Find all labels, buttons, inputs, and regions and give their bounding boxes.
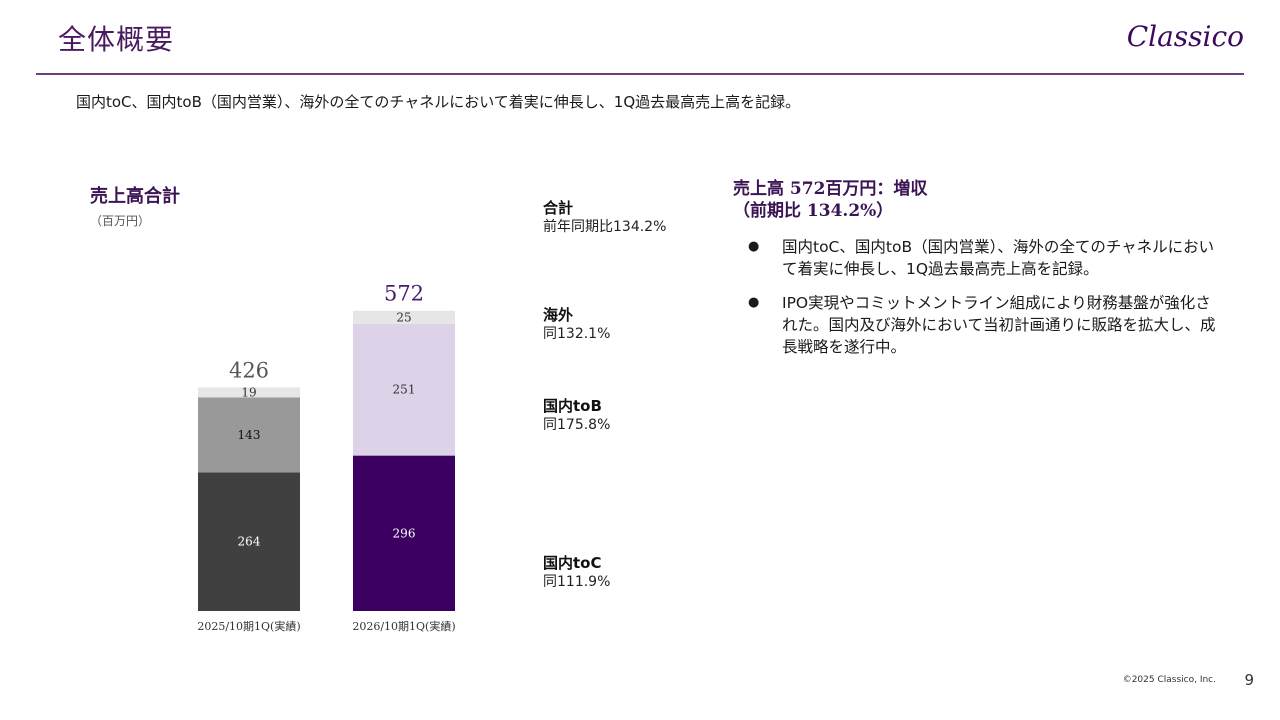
growth-domestic-toc-name: 国内toC	[543, 554, 602, 572]
header-divider	[36, 73, 1244, 75]
segment-value-label: 25	[396, 310, 411, 324]
category-label: 2025/10期1Q(実績)	[197, 619, 300, 633]
segment-value-label: 19	[241, 385, 256, 399]
bar-segment	[198, 397, 300, 473]
segment-value-label: 251	[393, 383, 416, 397]
bullet-dot-icon: ●	[748, 295, 760, 310]
total-value-label: 426	[229, 358, 269, 382]
summary-bullet: ● 国内toC、国内toB（国内営業）、海外の全てのチャネルにおいて着実に伸長し…	[748, 236, 1218, 280]
growth-overseas: 海外 同132.1%	[543, 305, 723, 343]
growth-domestic-tob-value: 同175.8%	[543, 417, 611, 433]
summary-heading-line1: 売上高 572百万円：増収	[733, 179, 928, 199]
bar-segment	[353, 455, 455, 611]
growth-domestic-toc: 国内toC 同111.9%	[543, 553, 723, 591]
category-label: 2026/10期1Q(実績)	[352, 619, 455, 633]
total-value-label: 572	[384, 282, 424, 306]
growth-total-name: 合計	[543, 199, 574, 217]
summary-bullet-text: 国内toC、国内toB（国内営業）、海外の全てのチャネルにおいて着実に伸長し、1…	[782, 238, 1215, 278]
summary-bullet-text: IPO実現やコミットメントライン組成により財務基盤が強化された。国内及び海外にお…	[782, 294, 1216, 356]
bar-segment	[353, 310, 455, 324]
copyright: ©2025 Classico, Inc.	[1122, 675, 1216, 685]
summary-bullets: ● 国内toC、国内toB（国内営業）、海外の全てのチャネルにおいて着実に伸長し…	[748, 236, 1218, 370]
page-number: 9	[1244, 671, 1254, 689]
bar-segment	[198, 387, 300, 398]
growth-domestic-tob: 国内toB 同175.8%	[543, 396, 723, 434]
summary-heading-line2: （前期比 134.2%）	[733, 201, 894, 221]
chart-unit: （百万円）	[90, 214, 151, 228]
page-title: 全体概要	[58, 23, 175, 56]
bar-segment	[198, 472, 300, 611]
growth-total-value: 前年同期比134.2%	[543, 219, 667, 235]
slide-subtitle: 国内toC、国内toB（国内営業）、海外の全てのチャネルにおいて着実に伸長し、1…	[76, 93, 801, 111]
growth-domestic-toc-value: 同111.9%	[543, 574, 611, 590]
growth-overseas-value: 同132.1%	[543, 326, 611, 342]
growth-overseas-name: 海外	[543, 306, 574, 324]
stacked-bar-chart: 264 143 19 426 2025/10期1Q(実績) 296 251 25 572 2026…	[197, 282, 455, 633]
summary-bullet: ● IPO実現やコミットメントライン組成により財務基盤が強化された。国内及び海外…	[748, 292, 1218, 358]
bullet-dot-icon: ●	[748, 239, 760, 254]
summary-heading: 売上高 572百万円：増収 （前期比 134.2%）	[733, 178, 927, 222]
segment-value-label: 296	[393, 526, 416, 540]
company-logo: Classico	[1126, 20, 1244, 53]
bar-segment	[353, 323, 455, 456]
chart-title: 売上高合計	[90, 186, 180, 207]
segment-value-label: 264	[238, 535, 261, 549]
segment-value-label: 143	[238, 428, 261, 442]
growth-domestic-tob-name: 国内toB	[543, 397, 602, 415]
growth-total: 合計 前年同期比134.2%	[543, 198, 723, 236]
